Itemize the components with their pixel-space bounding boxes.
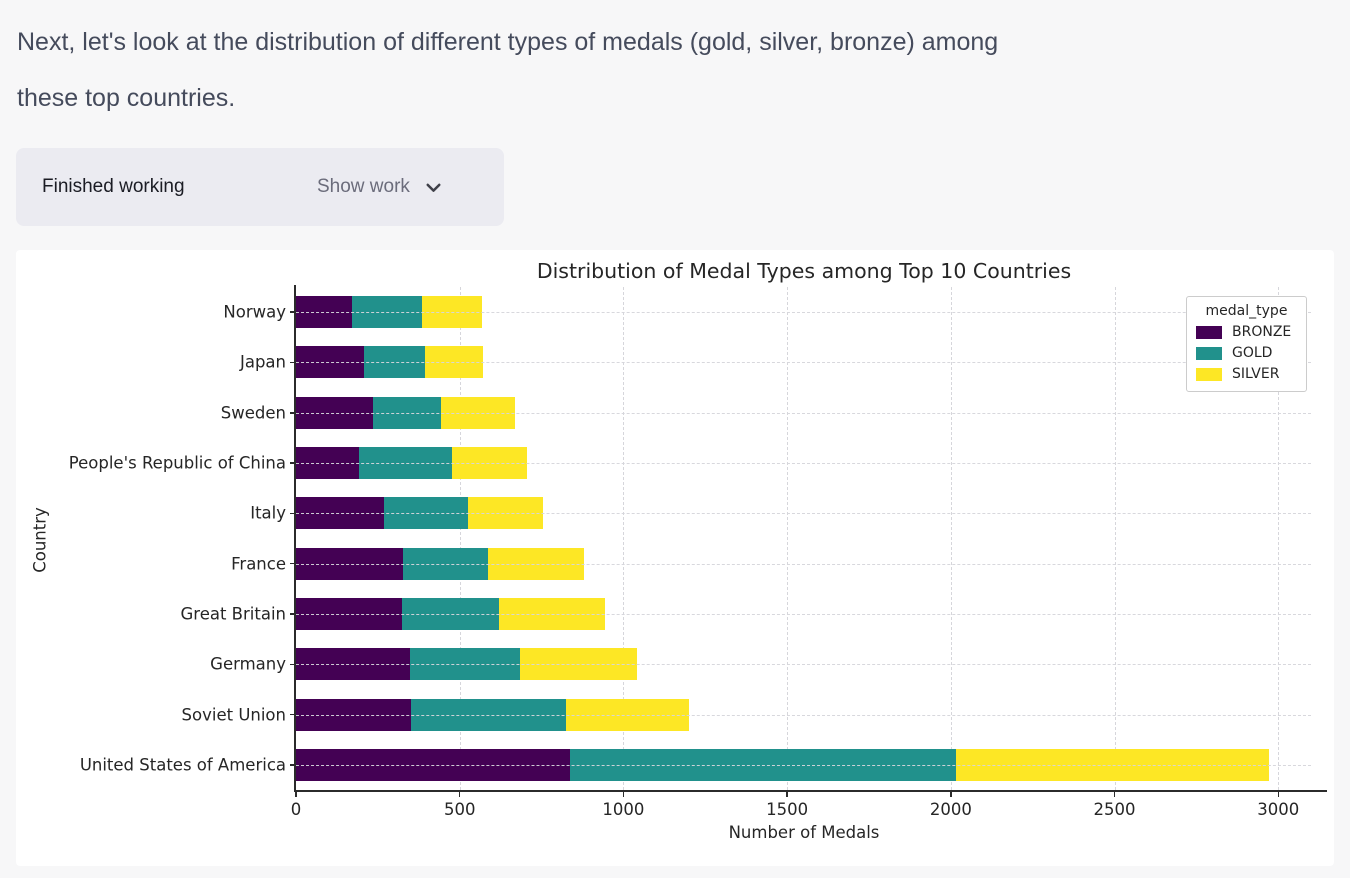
gridline-vertical <box>1278 287 1280 790</box>
legend-swatch-silver <box>1196 367 1222 381</box>
y-tick-mark <box>290 512 295 515</box>
gridline-vertical <box>1114 287 1116 790</box>
legend-entry-bronze: BRONZE <box>1196 324 1297 340</box>
y-tick-label: United States of America <box>79 755 286 775</box>
y-tick-mark <box>290 462 295 464</box>
x-tick-label: 1500 <box>766 800 809 819</box>
y-tick-mark <box>290 311 295 313</box>
x-tick-mark <box>295 792 297 797</box>
gridline-horizontal <box>296 362 1311 364</box>
show-work-label: Show work <box>317 176 410 197</box>
finished-working-bar: Finished working Show work <box>16 148 504 226</box>
y-axis-spine <box>294 285 296 792</box>
y-tick-label: Germany <box>210 654 286 674</box>
y-tick-mark <box>290 764 295 766</box>
plot-area: 0 500 1000 1500 2000 2500 3000 Norway Japan Swede… <box>69 285 1328 819</box>
gridline-vertical <box>950 287 952 790</box>
gridline-horizontal <box>296 714 1311 716</box>
gridline-horizontal <box>296 764 1311 766</box>
gridline-horizontal <box>296 563 1311 565</box>
y-tick-label: Norway <box>223 302 286 322</box>
legend-label: GOLD <box>1232 345 1273 361</box>
y-tick-label: Sweden <box>220 403 286 423</box>
chart-title: Distribution of Medal Types among Top 10… <box>536 259 1072 283</box>
x-tick-label: 1000 <box>602 800 645 819</box>
status-label: Finished working <box>42 176 185 197</box>
y-tick-mark <box>290 613 295 615</box>
show-work-toggle[interactable]: Show work <box>317 176 444 198</box>
gridline-vertical <box>787 287 789 790</box>
x-tick-mark <box>950 792 952 797</box>
gridline-horizontal <box>296 463 1311 465</box>
legend-swatch-gold <box>1196 346 1222 360</box>
x-tick-mark <box>1113 792 1116 797</box>
legend-entry-gold: GOLD <box>1196 345 1297 361</box>
x-tick-mark <box>622 792 625 797</box>
legend-entry-silver: SILVER <box>1196 366 1297 382</box>
chart-figure: Distribution of Medal Types among Top 10… <box>16 250 1334 866</box>
gridline-horizontal <box>296 664 1311 666</box>
gridline-vertical <box>459 287 461 790</box>
x-tick-label: 3000 <box>1257 800 1300 819</box>
y-tick-label: Japan <box>239 352 286 372</box>
y-tick-mark <box>290 361 295 364</box>
y-tick-label: Soviet Union <box>181 705 286 725</box>
y-tick-label: People's Republic of China <box>68 453 286 473</box>
x-tick-label: 500 <box>443 800 476 819</box>
legend-title: medal_type <box>1205 303 1288 319</box>
x-tick-label: 2000 <box>929 800 972 819</box>
y-tick-label: France <box>231 554 286 574</box>
gridline-horizontal <box>296 412 1311 414</box>
x-tick-mark <box>458 792 461 797</box>
gridline-vertical <box>623 287 625 790</box>
y-axis-label: Country <box>30 507 50 573</box>
y-tick-label: Italy <box>250 503 286 523</box>
chevron-down-icon <box>423 177 444 198</box>
legend-label: BRONZE <box>1232 324 1292 340</box>
y-tick-mark <box>290 562 295 565</box>
gridline-horizontal <box>296 513 1311 515</box>
y-tick-label: Great Britain <box>180 604 287 624</box>
gridline-horizontal <box>296 613 1311 615</box>
x-axis-spine <box>294 790 1328 792</box>
x-tick-mark <box>786 792 788 797</box>
assistant-message: Next, let's look at the distribution of … <box>17 14 1327 126</box>
y-tick-mark <box>290 713 295 716</box>
x-axis-label: Number of Medals <box>728 823 880 842</box>
gridline-horizontal <box>296 312 1311 314</box>
y-tick-mark <box>290 412 295 414</box>
message-line-1: Next, let's look at the distribution of … <box>17 28 999 56</box>
x-tick-mark <box>1277 792 1279 797</box>
x-tick-label: 0 <box>290 800 302 819</box>
message-line-2: these top countries. <box>17 84 236 112</box>
legend-swatch-bronze <box>1196 325 1222 339</box>
chart-legend: medal_type BRONZE GOLD SILVER <box>1186 296 1307 392</box>
x-tick-label: 2500 <box>1093 800 1136 819</box>
y-tick-mark <box>290 663 295 665</box>
legend-label: SILVER <box>1232 366 1280 382</box>
